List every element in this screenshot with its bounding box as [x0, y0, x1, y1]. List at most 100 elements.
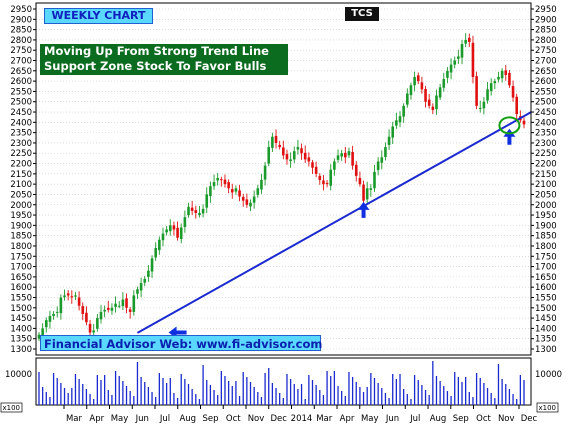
candle-body — [172, 225, 176, 230]
candle-body — [489, 83, 493, 92]
annotation-line-1: Moving Up From Strong Trend Line — [44, 44, 269, 58]
x-tick-label: Jun — [135, 414, 149, 424]
candle-body — [70, 296, 74, 298]
candle-body — [424, 88, 427, 102]
y-tick-label: 1550 — [535, 293, 557, 303]
x-tick-label: Apr — [89, 414, 104, 424]
candle-body — [205, 194, 209, 208]
candle-body — [453, 60, 457, 65]
candle-body — [427, 99, 431, 106]
candle-body — [442, 79, 446, 88]
candle-body — [103, 309, 106, 312]
y-tick-label: 2750 — [10, 46, 32, 56]
candle-body — [212, 182, 216, 187]
y-tick-label: 2550 — [535, 87, 557, 97]
y-tick-label: 1400 — [535, 324, 557, 334]
candle-body — [238, 190, 241, 197]
candle-body — [402, 105, 405, 117]
y-tick-label: 1700 — [10, 263, 32, 273]
candle-body — [508, 72, 511, 86]
ticker-symbol: TCS — [345, 7, 379, 21]
x-tick-label: Sep — [453, 414, 469, 424]
highlight-circle — [498, 116, 521, 135]
candle-body — [478, 107, 482, 109]
candle-body — [409, 85, 413, 96]
candle-body — [274, 135, 278, 143]
volume-unit-box — [536, 402, 559, 413]
candle-body — [311, 162, 314, 168]
candle-body — [81, 306, 85, 314]
chart-title: WEEKLY CHART — [44, 8, 153, 24]
candle-body — [245, 199, 249, 205]
y-tick-label: 2950 — [535, 5, 557, 15]
y-tick-label: 2050 — [10, 190, 32, 200]
candle-body — [216, 177, 219, 181]
y-tick-label: 2700 — [535, 57, 557, 67]
candle-body — [59, 297, 63, 314]
candle-body — [460, 44, 464, 58]
x-tick-label: Mar — [66, 414, 83, 424]
volume-axis-label: 10000 — [535, 370, 562, 380]
candle-body — [336, 155, 340, 160]
y-tick-label: 2000 — [10, 201, 32, 211]
candle-body — [263, 165, 267, 180]
candle-body — [114, 303, 117, 307]
y-tick-label: 1750 — [10, 252, 32, 262]
y-tick-label: 2200 — [535, 160, 557, 170]
candle-body — [449, 64, 453, 73]
candle-body — [106, 307, 110, 310]
y-tick-label: 2600 — [535, 77, 557, 87]
candle-body — [256, 188, 260, 195]
candle-body — [194, 210, 198, 213]
candle-body — [398, 116, 402, 123]
x-tick-label: Mar — [316, 414, 333, 424]
y-tick-label: 1800 — [10, 242, 32, 252]
x-tick-label: Dec — [271, 414, 288, 424]
annotation-line-2: Support Zone Stock To Favor Bulls — [44, 59, 267, 73]
candle-body — [198, 213, 201, 216]
candle-body — [380, 157, 384, 163]
y-tick-label: 1550 — [10, 293, 32, 303]
candle-body — [110, 307, 114, 311]
candle-body — [438, 87, 442, 98]
candle-body — [296, 147, 300, 150]
y-tick-label: 1600 — [535, 283, 557, 293]
candle-body — [351, 152, 354, 166]
candle-body — [322, 180, 325, 185]
candle-body — [416, 75, 420, 82]
candle-body — [249, 202, 252, 207]
overlay — [136, 111, 532, 339]
y-tick-label: 1900 — [535, 221, 557, 231]
y-tick-label: 1450 — [10, 314, 32, 324]
x-tick-label: Aug — [179, 414, 196, 424]
candle-body — [303, 152, 307, 160]
x-tick-label: May — [361, 414, 379, 424]
y-tick-label: 2500 — [535, 98, 557, 108]
y-tick-label: 2850 — [535, 26, 557, 36]
y-tick-label: 2800 — [10, 36, 32, 46]
candle-body — [307, 157, 311, 162]
candle-body — [168, 225, 172, 232]
candle-body — [486, 89, 489, 101]
candle-body — [52, 313, 55, 317]
y-tick-label: 1950 — [535, 211, 557, 221]
y-tick-label: 2050 — [535, 190, 557, 200]
candle-body — [493, 81, 497, 84]
candle-body — [139, 283, 143, 291]
x-tick-label: May — [111, 414, 129, 424]
y-tick-label: 2150 — [10, 170, 32, 180]
x-tick-label: 2014 — [291, 414, 313, 424]
volume-axis-label: 10000 — [5, 370, 32, 380]
support-trend-line — [136, 111, 532, 334]
y-tick-label: 2400 — [10, 118, 32, 128]
y-tick-label: 1600 — [10, 283, 32, 293]
candle-body — [176, 227, 179, 238]
candle-body — [136, 289, 139, 294]
y-tick-label: 2800 — [535, 36, 557, 46]
candle-body — [241, 196, 245, 201]
candle-body — [358, 177, 362, 185]
candle-body — [504, 70, 508, 75]
candle-body — [362, 184, 365, 201]
y-tick-label: 2300 — [535, 139, 557, 149]
candle-body — [300, 148, 303, 154]
